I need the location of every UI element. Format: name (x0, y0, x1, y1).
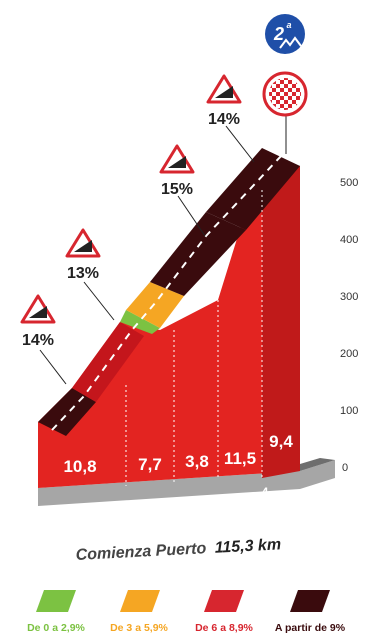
profile-side-shade (262, 158, 300, 478)
climb-start-label: Comienza Puerto 115,3 km (75, 536, 281, 564)
start-km: 115,3 km (214, 536, 281, 556)
profile-face (38, 158, 300, 488)
warning-triangle-icon (65, 228, 101, 258)
leader-1 (39, 349, 67, 385)
segment-length-4: 11,5 (224, 449, 256, 468)
leader-2 (83, 281, 115, 321)
legend-label-red: De 6 a 8,9% (195, 622, 253, 634)
legend-label-green: De 0 a 2,9% (27, 622, 85, 634)
segment-surface-2 (72, 322, 144, 402)
warning-triangle-icon (20, 294, 56, 324)
mountain-icon (279, 36, 302, 49)
segment-surface-3 (126, 282, 184, 328)
segment-surface-green (120, 310, 160, 334)
segment-length-2: 7,7 (138, 455, 162, 474)
category-suffix: a (286, 20, 291, 30)
profile-centerline (51, 154, 283, 431)
category-number: 2 (273, 24, 284, 44)
slope-icon (74, 240, 92, 252)
profile-base (38, 460, 335, 506)
gradient-sign-4: 14% (206, 74, 242, 128)
slope-icon (215, 86, 233, 98)
km-tick-0: 0 (73, 513, 80, 527)
leader-3 (177, 195, 206, 237)
slope-icon (168, 156, 186, 168)
gradient-sign-2: 13% (65, 228, 101, 282)
gradient-label-3: 15% (161, 181, 193, 198)
slope-icon (29, 306, 47, 318)
legend-swatch-orange (120, 590, 160, 612)
gradient-label-4: 14% (208, 111, 240, 128)
summit-checkered-flag-icon (262, 71, 308, 117)
segment-length-5: 9,4 (269, 432, 293, 451)
gradient-sign-1: 14% (20, 294, 56, 349)
segment-surface-5 (206, 148, 300, 230)
segment-surface-4 (150, 212, 246, 296)
start-label-prefix: Comienza Puerto (75, 540, 207, 564)
legend-swatch-red (204, 590, 244, 612)
summit-checker (269, 78, 301, 110)
legend: De 0 a 2,9% De 3 a 5,9% De 6 a 8,9% A pa… (27, 590, 346, 634)
segment-length-1: 10,8 (63, 457, 96, 476)
km-tick-1: 1 (121, 510, 128, 524)
profile-base-top (300, 458, 335, 471)
leader-4 (225, 125, 255, 163)
legend-swatch-green (36, 590, 76, 612)
legend-label-dark: A partir de 9% (275, 622, 346, 634)
category-circle (265, 14, 305, 54)
altitude-300: 300 (340, 291, 358, 303)
gradient-sign-3: 15% (159, 144, 195, 198)
gradient-label-1: 14% (22, 332, 54, 349)
altitude-500: 500 (340, 177, 358, 189)
gradient-label-2: 13% (67, 265, 99, 282)
warning-triangle-icon (159, 144, 195, 174)
legend-swatch-dark (290, 590, 330, 612)
altitude-0: 0 (342, 462, 348, 474)
km-tick-4: 4 (262, 485, 269, 499)
category-badge: 2 a (265, 14, 305, 54)
km-tick-3: 3 (215, 494, 222, 508)
warning-triangle-icon (206, 74, 242, 104)
altitude-200: 200 (340, 348, 358, 360)
altitude-400: 400 (340, 234, 358, 246)
altitude-100: 100 (340, 405, 358, 417)
km-tick-2: 2 (170, 500, 177, 514)
legend-label-orange: De 3 a 5,9% (110, 622, 168, 634)
segment-length-3: 3,8 (185, 452, 209, 471)
